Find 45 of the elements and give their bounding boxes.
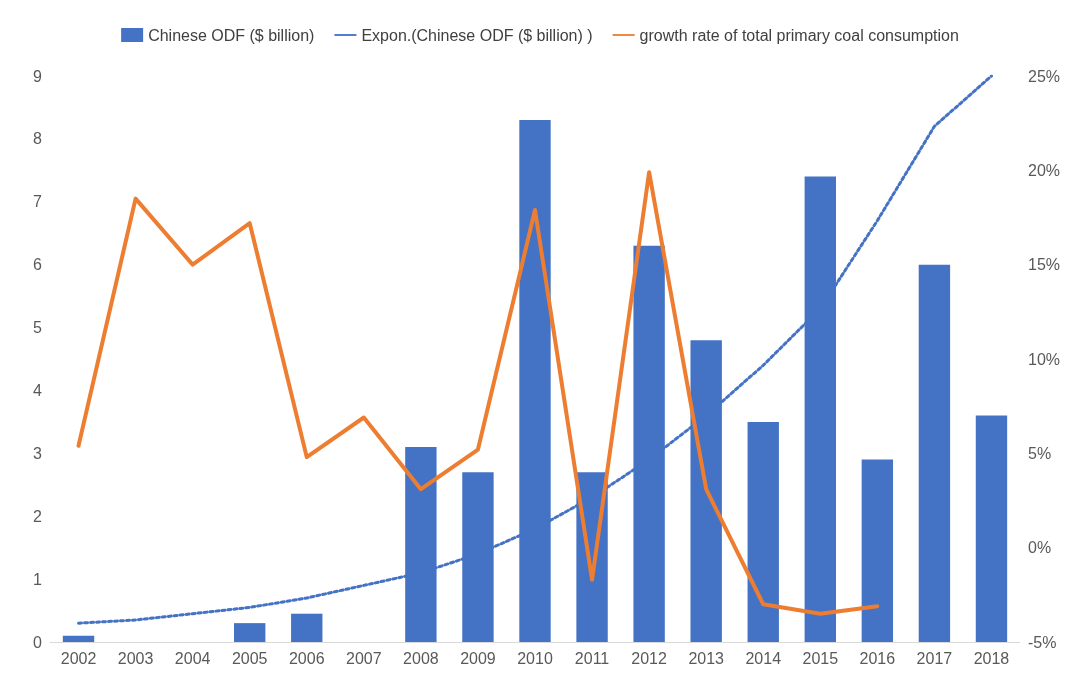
y-tick-label: 3 [33,444,43,462]
x-tick-label: 2003 [117,649,154,667]
line-series [76,170,880,616]
y2-tick-label: 0% [1028,539,1052,557]
legend-label: growth rate of total primary coal consumption [639,26,959,44]
y-tick-label: 8 [33,130,43,148]
x-tick-label: 2018 [973,649,1010,667]
x-tick-label: 2006 [288,649,325,667]
x-tick-label: 2014 [745,649,782,667]
y2-tick-label: -5% [1028,633,1057,651]
y-tick-label: 2 [33,507,43,525]
y2-tick-label: 25% [1028,67,1061,85]
y2-tick-label: 20% [1028,161,1061,179]
legend-label: Expon.(Chinese ODF ($ billion) ) [361,26,593,44]
x-tick-label: 2013 [688,649,725,667]
x-tick-label: 2012 [631,649,668,667]
x-tick-label: 2010 [517,649,553,667]
x-tick-label: 2005 [231,649,268,667]
y-tick-label: 0 [33,633,43,651]
x-tick-label: 2008 [403,649,439,667]
x-tick-label: 2004 [174,649,211,667]
y2-tick-label: 10% [1028,350,1061,368]
x-tick-label: 2002 [60,649,97,667]
legend-label: Chinese ODF ($ billion) [148,26,315,44]
x-tick-label: 2007 [346,649,382,667]
x-tick-label: 2017 [916,649,953,667]
x-tick-label: 2015 [802,649,839,667]
bar [234,623,266,642]
y-tick-label: 1 [33,570,43,588]
bar [62,635,95,642]
x-tick-label: 2016 [859,649,896,667]
x-tick-label: 2009 [460,649,496,667]
y2-tick-label: 15% [1028,256,1061,274]
bar [291,613,323,642]
y-tick-label: 7 [33,193,43,211]
x-tick-label: 2011 [574,649,610,667]
y-tick-label: 4 [33,381,43,399]
bar [861,459,894,642]
y-tick-label: 5 [33,319,43,337]
bar [975,415,1008,642]
bar [918,264,951,642]
y-tick-label: 6 [33,256,43,274]
y-tick-label: 9 [33,67,43,85]
y2-tick-label: 5% [1028,444,1052,462]
bar [747,421,779,642]
